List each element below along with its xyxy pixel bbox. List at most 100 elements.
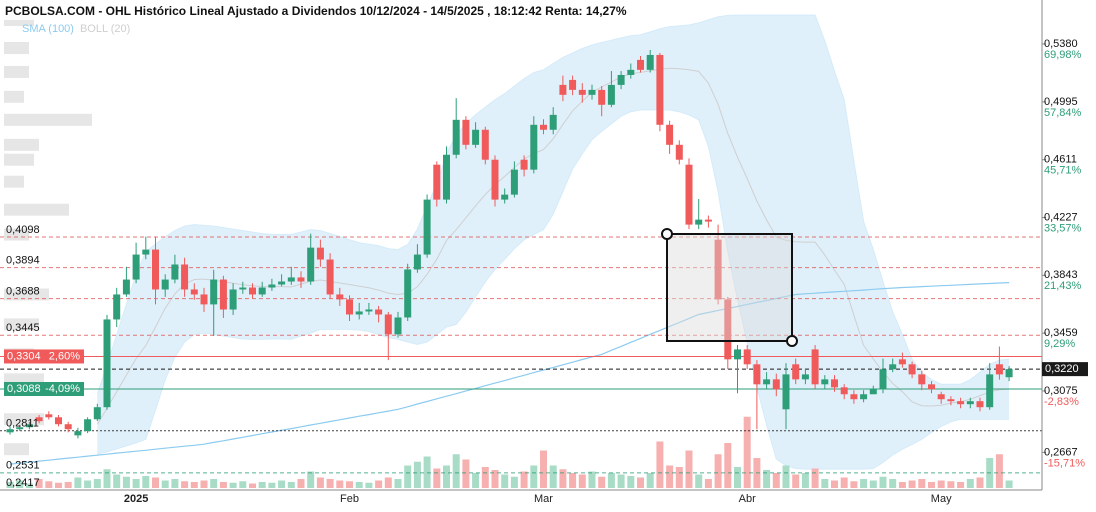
candle-body <box>443 154 450 200</box>
candle-body <box>879 369 887 390</box>
volume-bar <box>103 469 111 488</box>
candle-body <box>1005 369 1013 378</box>
volume-bar <box>685 450 693 488</box>
volume-bar <box>210 479 218 488</box>
candle-body <box>656 54 664 125</box>
candle-body <box>346 299 353 315</box>
volume-bar <box>540 450 547 488</box>
y-tick-change: 45,71% <box>1044 165 1082 177</box>
candle-body <box>423 199 431 255</box>
volume-bar <box>355 482 363 488</box>
volume-bar <box>811 468 819 488</box>
volume-bar <box>860 479 868 488</box>
candle-body <box>132 254 140 280</box>
volume-bar <box>588 471 596 488</box>
candle-body <box>734 349 741 360</box>
level-label: 0,4098 <box>6 224 40 236</box>
volume-bar <box>637 477 644 488</box>
volume-bar <box>763 470 771 488</box>
candle-body <box>413 254 421 270</box>
candle-body <box>685 164 693 225</box>
candle-body <box>811 349 819 385</box>
candle-body <box>268 284 276 288</box>
candle-body <box>588 89 596 95</box>
candle-body <box>714 239 722 300</box>
volume-bar <box>278 480 286 488</box>
volume-bar <box>772 473 780 488</box>
price-line-label: 0,3088 <box>7 383 41 395</box>
candle-body <box>394 317 402 335</box>
volume-bar <box>16 480 24 488</box>
legend-entry: SMA (100) <box>22 23 74 35</box>
volume-bar <box>889 479 897 488</box>
candle-body <box>792 364 800 380</box>
volume-bar <box>792 474 800 488</box>
x-tick-label: Mar <box>534 493 553 505</box>
volume-bar <box>598 476 606 488</box>
volume-bar <box>928 482 935 488</box>
volume-bar <box>666 465 674 488</box>
volume-bar <box>316 477 324 488</box>
volume-bar <box>6 482 14 488</box>
candle-body <box>724 299 732 360</box>
volume-bar <box>976 477 984 488</box>
volume-bar <box>481 467 489 488</box>
candle-body <box>229 289 237 310</box>
candle-body <box>336 294 344 300</box>
candle-body <box>598 89 606 105</box>
candle-body <box>559 84 567 95</box>
price-line-label: 0,3304 <box>7 350 41 362</box>
volume-bar <box>384 477 392 488</box>
volume-bar <box>695 474 703 488</box>
candle-body <box>966 401 974 405</box>
volume-bar <box>219 482 227 488</box>
candle-body <box>530 124 538 170</box>
volume-bar <box>995 454 1003 488</box>
volume-bar <box>549 465 557 488</box>
level-label: 0,2811 <box>6 418 39 430</box>
volume-profile-bar <box>4 42 29 55</box>
y-tick-label: 0,3075 <box>1044 385 1078 397</box>
candle-body <box>510 169 518 195</box>
x-tick-label: May <box>931 493 952 505</box>
candle-body <box>763 379 771 385</box>
volume-profile-bar <box>4 90 24 103</box>
candle-body <box>646 54 654 70</box>
volume-profile-bar <box>4 318 39 331</box>
volume-bar <box>132 479 140 488</box>
y-tick-label: 0,4995 <box>1044 96 1078 108</box>
candle-body <box>908 364 916 375</box>
candle-body <box>258 287 266 295</box>
candle-body <box>210 279 218 305</box>
candle-body <box>171 264 179 280</box>
candle-body <box>365 309 373 312</box>
volume-bar <box>45 481 53 488</box>
y-tick-change: 57,84% <box>1044 107 1082 119</box>
candle-body <box>540 124 547 130</box>
y-tick-label: 0,3843 <box>1044 269 1078 281</box>
volume-bar <box>423 456 431 488</box>
volume-bar <box>850 481 858 488</box>
level-label: 0,3688 <box>6 286 40 298</box>
candle-body <box>219 279 227 310</box>
candle-body <box>122 279 130 295</box>
y-tick-label: 0,2667 <box>1044 446 1078 458</box>
level-label: 0,2531 <box>6 460 40 472</box>
candle-body <box>433 164 441 200</box>
volume-bar <box>646 473 654 488</box>
candle-body <box>113 294 121 320</box>
candle-body <box>821 379 829 385</box>
candle-body <box>898 359 906 365</box>
volume-bar <box>714 454 722 488</box>
volume-bar <box>190 482 198 488</box>
volume-profile-bar <box>4 228 29 241</box>
volume-bar <box>627 476 635 488</box>
volume-bar <box>84 480 92 488</box>
volume-bar <box>782 465 790 488</box>
candle-body <box>6 429 14 433</box>
volume-bar <box>462 459 470 488</box>
volume-bar <box>365 482 373 488</box>
candle-body <box>569 79 577 90</box>
volume-bar <box>297 479 305 488</box>
